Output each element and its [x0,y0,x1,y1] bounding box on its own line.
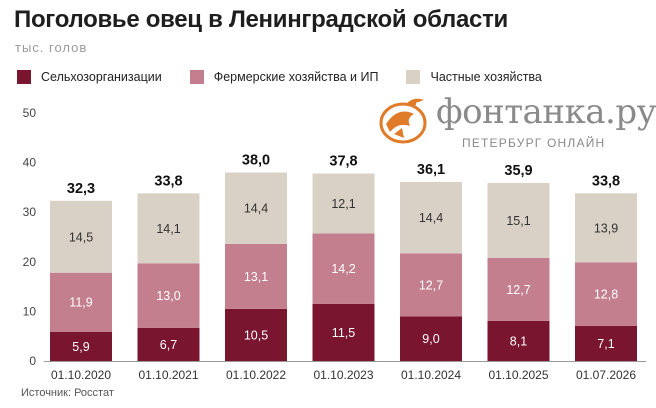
segment-value-label: 14,4 [419,211,443,225]
total-value-label: 37,8 [329,154,357,170]
logo-tagline: ПЕТЕРБУРГ ОНЛАЙН [462,136,606,150]
x-category-label: 01.10.2021 [138,368,198,382]
x-category-label: 01.10.2024 [401,368,461,382]
bar-segment [50,331,112,361]
legend-swatch-farmers [189,70,204,84]
bar-segment [50,200,112,273]
segment-value-label: 14,5 [69,230,93,244]
segment-value-label: 13,0 [156,289,180,303]
bar-segment [575,325,637,361]
legend-label-private: Частные хозяйства [430,70,542,84]
segment-value-label: 6,7 [160,338,177,352]
y-tick-label: 20 [23,255,37,269]
segment-value-label: 10,5 [244,328,268,342]
legend-label-farms: Сельхозорганизации [41,70,162,84]
bar-segment [50,272,112,332]
x-category-label: 01.07.2026 [576,368,636,382]
segment-value-label: 14,2 [331,262,355,276]
total-value-label: 38,0 [242,153,270,169]
x-category-label: 01.10.2023 [313,368,373,382]
total-value-label: 36,1 [417,162,445,178]
segment-value-label: 13,1 [244,270,268,284]
total-value-label: 32,3 [67,181,95,197]
segment-value-label: 14,1 [156,222,180,236]
bar-segment [137,263,200,328]
bars [50,172,637,361]
bar-segment [225,172,287,244]
y-tick-label: 30 [23,205,37,219]
bar-segment [400,253,462,317]
total-value-label: 35,9 [504,163,532,179]
x-category-label: 01.10.2025 [488,368,548,382]
legend-label-farmers: Фермерские хозяйства и ИП [213,70,379,84]
legend-item-farms: Сельхозорганизации [17,70,162,84]
legend-item-private: Частные хозяйства [406,70,542,84]
y-tick-label: 0 [29,354,36,368]
bar-segment [400,181,462,254]
bar-segment [312,303,375,361]
y-axis: 0 10 20 30 40 50 [23,106,646,368]
bar-segment [575,262,637,326]
segment-value-label: 13,9 [594,221,618,235]
segment-value-label: 11,5 [332,326,355,340]
segment-value-label: 5,9 [72,340,89,354]
source-note: Источник: Росстат [21,387,114,399]
segment-value-label: 15,1 [506,214,530,228]
segment-value-label: 12,1 [331,197,355,211]
legend-swatch-farms [17,70,31,84]
y-tick-label: 10 [23,304,37,318]
x-category-label: 01.10.2022 [226,368,286,382]
bar-segment [137,327,200,361]
bar-labels: 5,9 11,9 14,5 32,3 01.10.2020 6,7 13,0 14,1 33,8… [51,153,636,382]
bar-segment [487,182,550,258]
chart-subtitle: тыс. голов [15,40,88,55]
fontanka-logo: фонтанка.ру ПЕТЕРБУРГ ОНЛАЙН [376,92,656,156]
logo-wordmark: фонтанка.ру [436,92,656,132]
bar-segment [312,233,375,304]
bar-segment [312,173,375,234]
total-value-label: 33,8 [592,173,620,189]
bar-segment [487,257,550,321]
segment-value-label: 8,1 [510,334,527,348]
bar-segment [137,193,200,264]
segment-value-label: 12,8 [594,288,618,302]
chart-title: Поголовье овец в Ленинградской области [14,6,508,33]
bar-segment [400,316,462,361]
segment-value-label: 12,7 [419,278,443,292]
segment-value-label: 7,1 [597,337,614,351]
bird-logo-icon [379,98,427,144]
segment-value-label: 14,4 [244,202,268,216]
legend-swatch-private [406,70,421,84]
x-category-label: 01.10.2020 [51,368,111,382]
y-tick-label: 40 [23,156,37,170]
bar-segment [487,320,550,361]
legend: Сельхозорганизации Фермерские хозяйства … [17,70,570,84]
bar-segment [225,243,287,309]
segment-value-label: 11,9 [69,296,92,310]
bar-segment [575,193,637,263]
segment-value-label: 12,7 [506,283,530,297]
total-value-label: 33,8 [154,173,182,189]
y-tick-label: 50 [23,106,37,120]
legend-item-farmers: Фермерские хозяйства и ИП [189,70,379,84]
segment-value-label: 9,0 [422,332,439,346]
bar-segment [225,308,287,361]
